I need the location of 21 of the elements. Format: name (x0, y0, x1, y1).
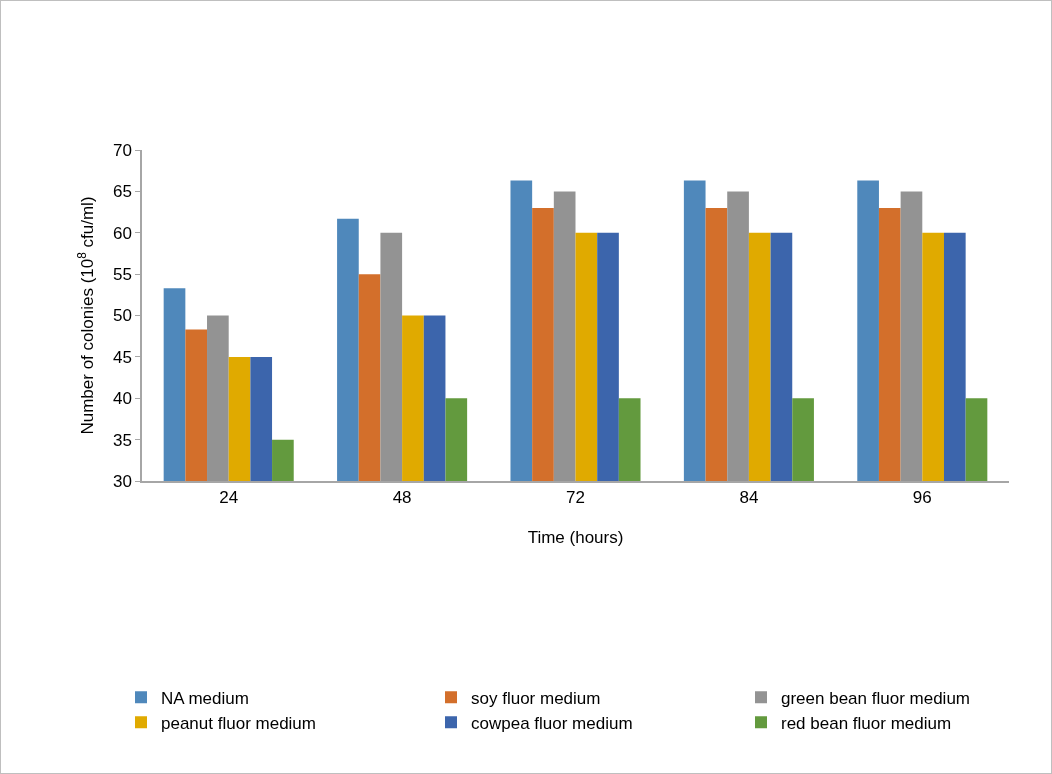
x-tick-label: 72 (566, 488, 585, 508)
legend-label: green bean fluor medium (781, 688, 971, 708)
legend-label: soy fluor medium (471, 688, 601, 708)
legend-label: NA medium (161, 688, 249, 708)
x-tick-label: 96 (912, 488, 932, 508)
y-tick-label: 35 (112, 430, 132, 450)
x-tick-label: 84 (739, 488, 759, 508)
x-axis-title: Time (hours) (527, 528, 624, 548)
y-tick-label: 65 (112, 182, 132, 202)
legend-label: red bean fluor medium (781, 713, 952, 733)
y-tick-label: 60 (112, 223, 132, 243)
y-tick-label: 55 (112, 265, 132, 285)
y-tick-label: 40 (112, 389, 132, 409)
x-tick-label: 48 (392, 488, 412, 508)
legend-label: peanut fluor medium (161, 713, 316, 733)
y-tick-label: 45 (112, 347, 132, 367)
y-tick-label: 50 (112, 306, 132, 326)
x-tick-label: 24 (219, 488, 239, 508)
y-tick-label: 70 (112, 140, 132, 160)
y-tick-label: 30 (112, 471, 132, 491)
legend-label: cowpea fluor medium (471, 713, 633, 733)
